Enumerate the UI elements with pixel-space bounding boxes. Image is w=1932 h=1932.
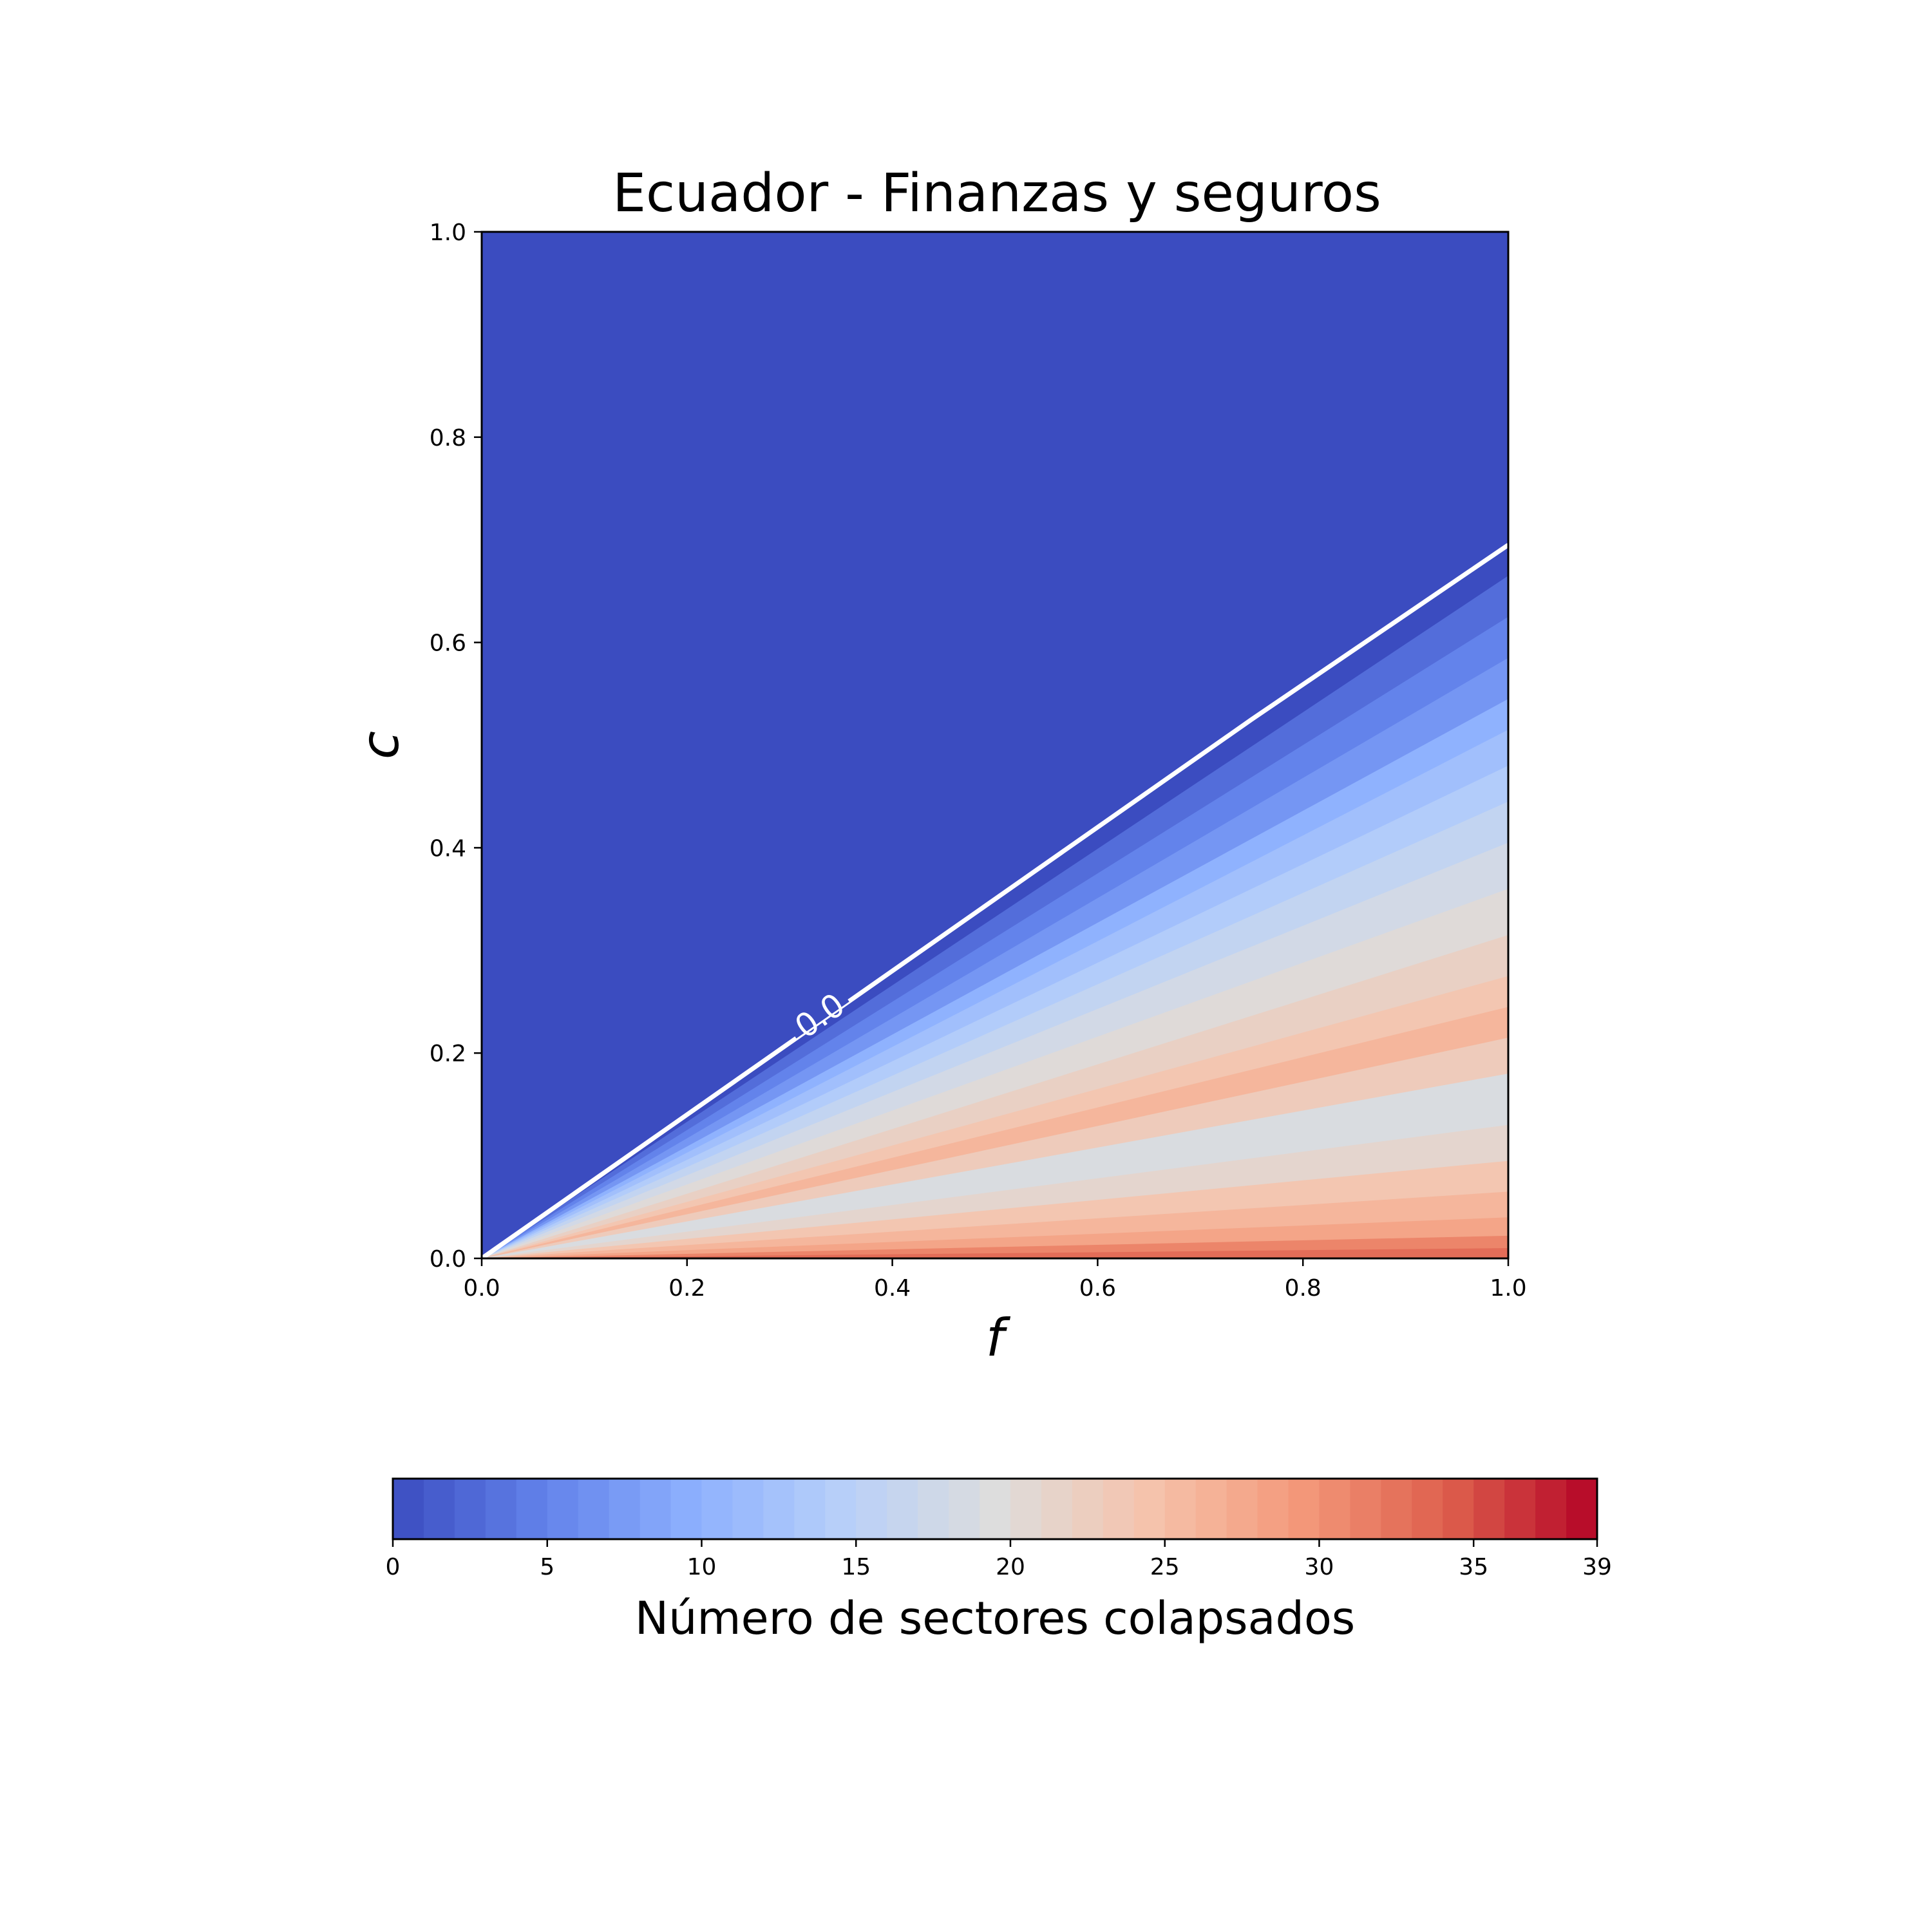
colorbar-frame: [392, 1477, 1598, 1540]
colorbar: [393, 1479, 1598, 1539]
colorbar-tick-label: 0: [386, 1554, 401, 1580]
colorbar-level: [1072, 1479, 1104, 1539]
colorbar-level: [794, 1479, 826, 1539]
colorbar-level: [516, 1479, 548, 1539]
colorbar-level: [1535, 1479, 1567, 1539]
x-tick-label: 0.2: [668, 1275, 705, 1302]
colorbar-level: [639, 1479, 672, 1539]
contour-label-gap: [790, 993, 849, 1039]
y-tick-label: 0.8: [430, 425, 466, 451]
colorbar-level: [980, 1479, 1011, 1539]
colorbar-level: [1381, 1479, 1413, 1539]
colorbar-level: [485, 1479, 517, 1539]
colorbar-tick-label: 39: [1582, 1554, 1612, 1580]
colorbar-tick-label: 15: [841, 1554, 871, 1580]
colorbar-level: [1473, 1479, 1505, 1539]
colorbar-level: [1010, 1479, 1042, 1539]
colorbar-level: [609, 1479, 641, 1539]
x-tick-label: 0.4: [874, 1275, 911, 1302]
y-axis: 0.0 0.2 0.4 0.6 0.8 1.0: [430, 220, 482, 1273]
colorbar-level: [732, 1479, 764, 1539]
colorbar-ticks: 0 5 10 15 20 25 30 35 39: [386, 1539, 1612, 1580]
colorbar-level: [856, 1479, 887, 1539]
colorbar-tick-label: 5: [540, 1554, 554, 1580]
colorbar-level: [1041, 1479, 1073, 1539]
colorbar-level: [578, 1479, 610, 1539]
colorbar-level: [1164, 1479, 1197, 1539]
x-tick-label: 0.8: [1285, 1275, 1321, 1302]
y-tick-label: 0.0: [430, 1246, 466, 1273]
y-tick-label: 0.2: [430, 1041, 466, 1067]
colorbar-level: [423, 1479, 455, 1539]
colorbar-level: [670, 1479, 703, 1539]
colorbar-level: [1133, 1479, 1166, 1539]
colorbar-level: [1350, 1479, 1382, 1539]
x-tick-label: 0.0: [463, 1275, 500, 1302]
colorbar-tick-label: 10: [687, 1554, 717, 1580]
heatmap-band: [482, 1248, 1508, 1258]
colorbar-level: [887, 1479, 918, 1539]
colorbar-tick-label: 20: [996, 1554, 1025, 1580]
colorbar-level: [1319, 1479, 1351, 1539]
colorbar-level: [1226, 1479, 1258, 1539]
colorbar-level: [1288, 1479, 1320, 1539]
colorbar-level: [1443, 1479, 1475, 1539]
colorbar-level: [825, 1479, 857, 1539]
colorbar-label: Número de sectores colapsados: [635, 1592, 1356, 1645]
x-tick-label: 0.6: [1079, 1275, 1116, 1302]
colorbar-level: [1412, 1479, 1444, 1539]
colorbar-tick-label: 30: [1305, 1554, 1334, 1580]
colorbar-level: [918, 1479, 949, 1539]
colorbar-level: [1195, 1479, 1227, 1539]
chart-title: Ecuador - Finanzas y seguros: [612, 163, 1381, 224]
colorbar-level: [1257, 1479, 1289, 1539]
colorbar-level: [949, 1479, 980, 1539]
colorbar-tick-label: 35: [1459, 1554, 1488, 1580]
contour-line: 0.0: [480, 543, 1510, 1260]
x-axis: 0.0 0.2 0.4 0.6 0.8 1.0: [463, 1258, 1527, 1302]
colorbar-level: [1566, 1479, 1598, 1539]
colorbar-level: [1504, 1479, 1536, 1539]
y-tick-label: 1.0: [430, 220, 466, 246]
colorbar-tick-label: 25: [1150, 1554, 1180, 1580]
contour-path: [480, 543, 1510, 1260]
colorbar-level: [547, 1479, 579, 1539]
colorbar-level: [1103, 1479, 1135, 1539]
colorbar-level: [763, 1479, 795, 1539]
plot-area: [482, 232, 1508, 1259]
x-tick-label: 1.0: [1490, 1275, 1526, 1302]
colorbar-level: [454, 1479, 486, 1539]
y-axis-label: c: [350, 731, 410, 759]
plot-frame: [480, 231, 1510, 1260]
y-tick-label: 0.4: [430, 835, 466, 862]
colorbar-level: [393, 1479, 424, 1539]
colorbar-level: [701, 1479, 734, 1539]
y-tick-label: 0.6: [430, 630, 466, 657]
